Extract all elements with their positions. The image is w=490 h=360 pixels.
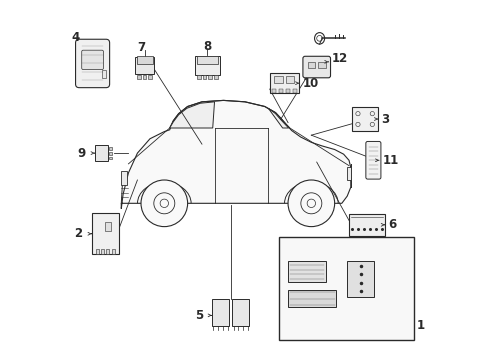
Text: 4: 4 (71, 31, 79, 44)
Bar (137, 75, 141, 79)
Bar (279, 89, 283, 93)
Bar (349, 214, 385, 236)
Bar (143, 75, 147, 79)
Text: 2: 2 (74, 227, 83, 240)
Bar (112, 249, 115, 254)
Bar (109, 147, 112, 150)
Bar (288, 261, 326, 282)
Bar (148, 75, 152, 79)
Bar (101, 249, 104, 254)
Bar (347, 167, 351, 180)
Bar (196, 57, 218, 64)
Circle shape (141, 180, 188, 226)
Bar (92, 213, 119, 255)
Bar (105, 222, 111, 231)
Bar (203, 75, 206, 79)
FancyBboxPatch shape (82, 50, 103, 69)
FancyBboxPatch shape (366, 141, 381, 179)
Text: 11: 11 (383, 154, 399, 167)
Bar (293, 89, 296, 93)
FancyBboxPatch shape (303, 56, 331, 78)
Bar (286, 89, 290, 93)
Polygon shape (122, 100, 351, 209)
Bar (308, 62, 316, 68)
Bar (95, 145, 108, 161)
Bar (214, 75, 218, 79)
Bar (212, 299, 229, 326)
Bar (109, 157, 112, 159)
Circle shape (288, 180, 335, 226)
Bar (109, 152, 112, 154)
Bar (208, 75, 212, 79)
Bar (197, 75, 200, 79)
Bar (279, 237, 414, 339)
Bar (352, 107, 378, 131)
Bar (288, 290, 337, 307)
FancyBboxPatch shape (75, 39, 110, 87)
Polygon shape (269, 108, 289, 128)
Bar (274, 76, 283, 83)
Bar (286, 76, 294, 83)
Text: 7: 7 (137, 41, 145, 54)
Text: 12: 12 (332, 52, 348, 65)
Polygon shape (170, 102, 215, 128)
Bar (195, 56, 220, 75)
Text: 5: 5 (195, 309, 203, 322)
Bar (347, 261, 374, 297)
Bar (272, 89, 276, 93)
Bar (318, 62, 325, 68)
Bar (137, 57, 152, 64)
Bar (270, 73, 299, 93)
Bar (106, 249, 109, 254)
Text: 3: 3 (382, 113, 390, 126)
Text: 8: 8 (203, 40, 212, 53)
Bar (96, 249, 98, 254)
Text: 9: 9 (77, 147, 86, 159)
Text: 10: 10 (303, 77, 319, 90)
Text: 6: 6 (389, 218, 397, 231)
Bar (232, 299, 249, 326)
Bar (102, 69, 106, 78)
Text: 1: 1 (416, 319, 424, 332)
Bar (135, 57, 154, 74)
Bar (121, 171, 127, 185)
